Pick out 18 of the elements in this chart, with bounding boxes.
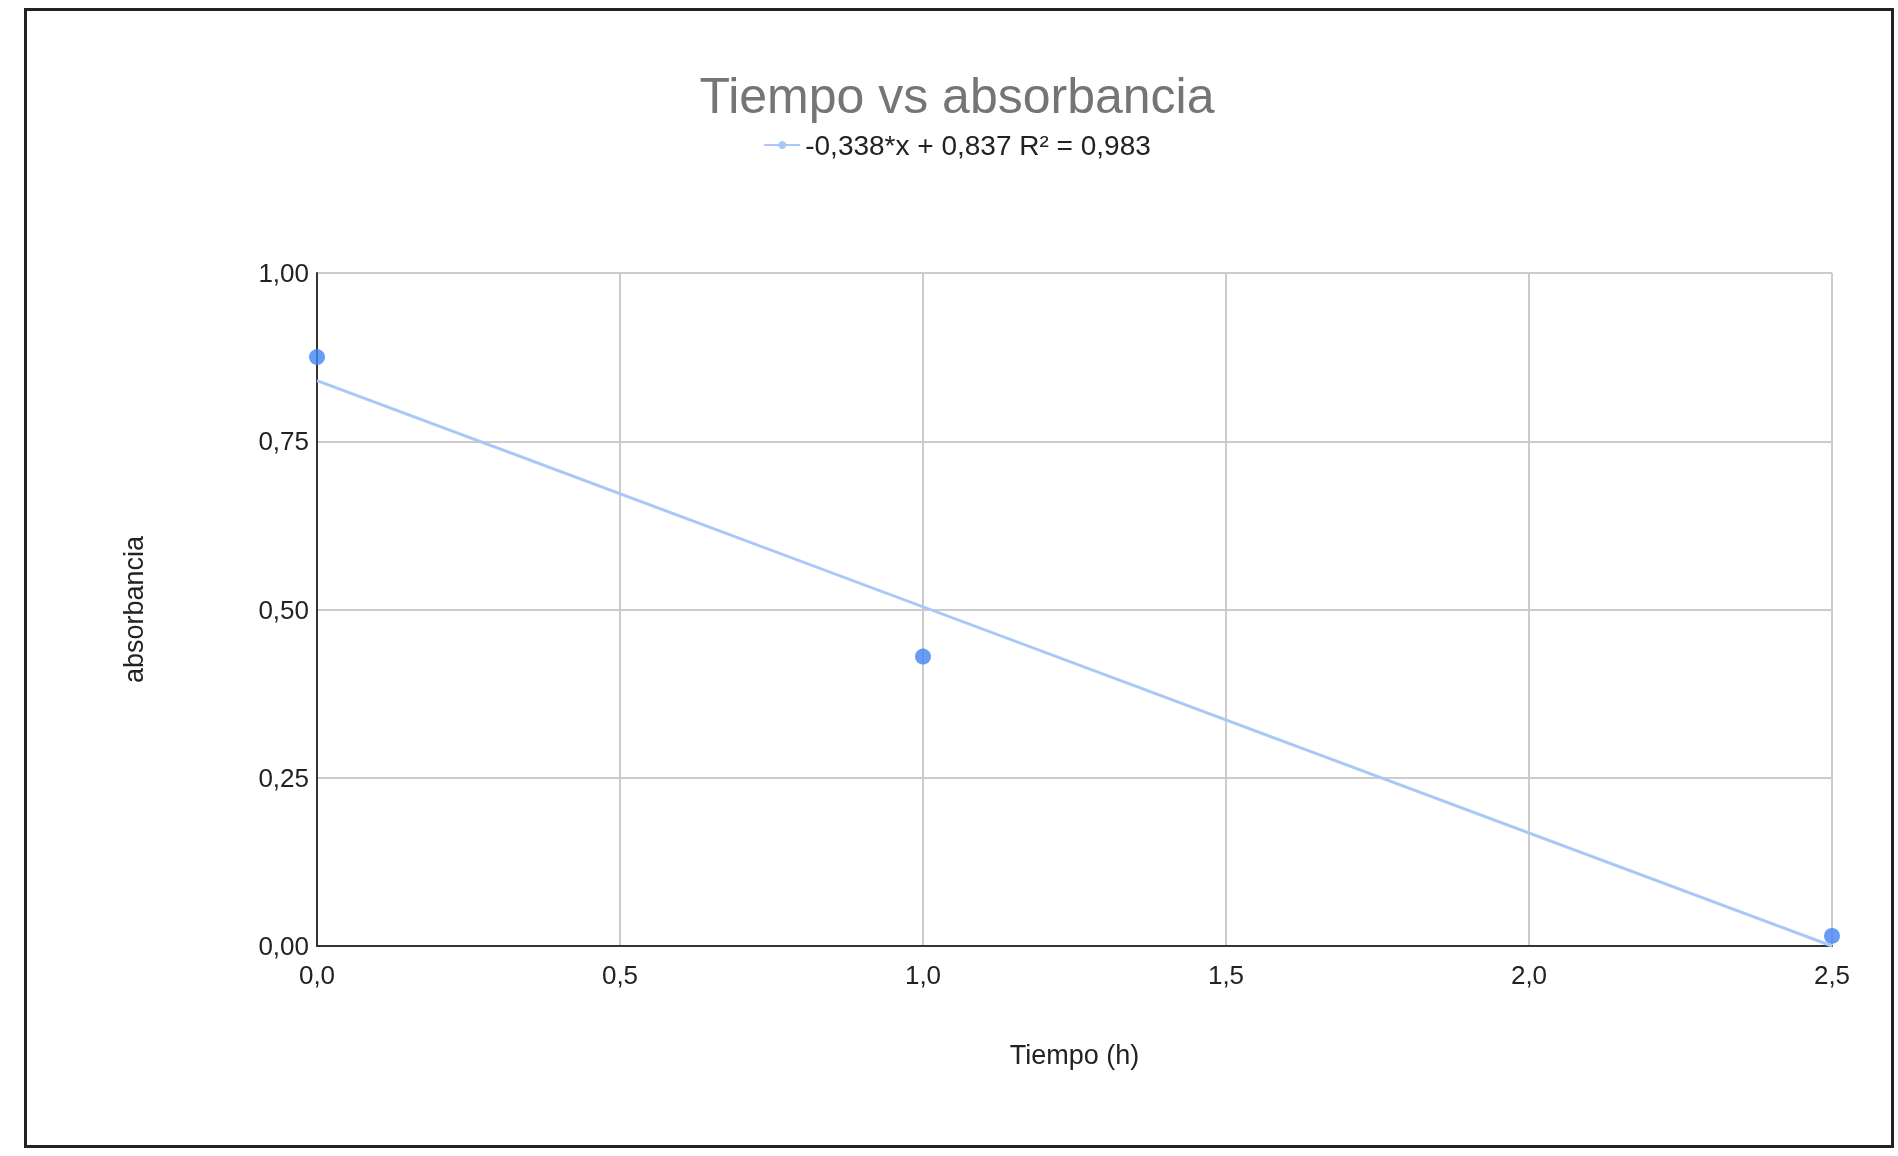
- chart-title: Tiempo vs absorbancia: [699, 68, 1215, 124]
- y-tick-label: 1,00: [258, 258, 309, 288]
- y-tick-label: 0,50: [258, 594, 309, 625]
- x-tick-label: 0,5: [601, 960, 639, 990]
- x-axis-title: Tiempo (h): [1009, 1039, 1140, 1070]
- y-axis-title: absorbancia: [118, 534, 149, 684]
- point: [1824, 927, 1840, 944]
- y-tick-label: 0,75: [258, 426, 309, 457]
- y-tick-label: 0,25: [258, 762, 309, 793]
- point: [915, 648, 931, 665]
- legend-label: -0,338*x + 0,837 R² = 0,983: [805, 129, 1151, 161]
- y-tick-label: 0,00: [258, 931, 309, 961]
- point: [309, 349, 325, 366]
- x-tick-label: 1,5: [1207, 960, 1245, 990]
- x-tick-label: 0,0: [298, 960, 336, 990]
- x-tick-label: 2,0: [1510, 960, 1548, 990]
- x-tick-label: 2,5: [1813, 960, 1851, 990]
- x-tick-label: 1,0: [904, 960, 942, 990]
